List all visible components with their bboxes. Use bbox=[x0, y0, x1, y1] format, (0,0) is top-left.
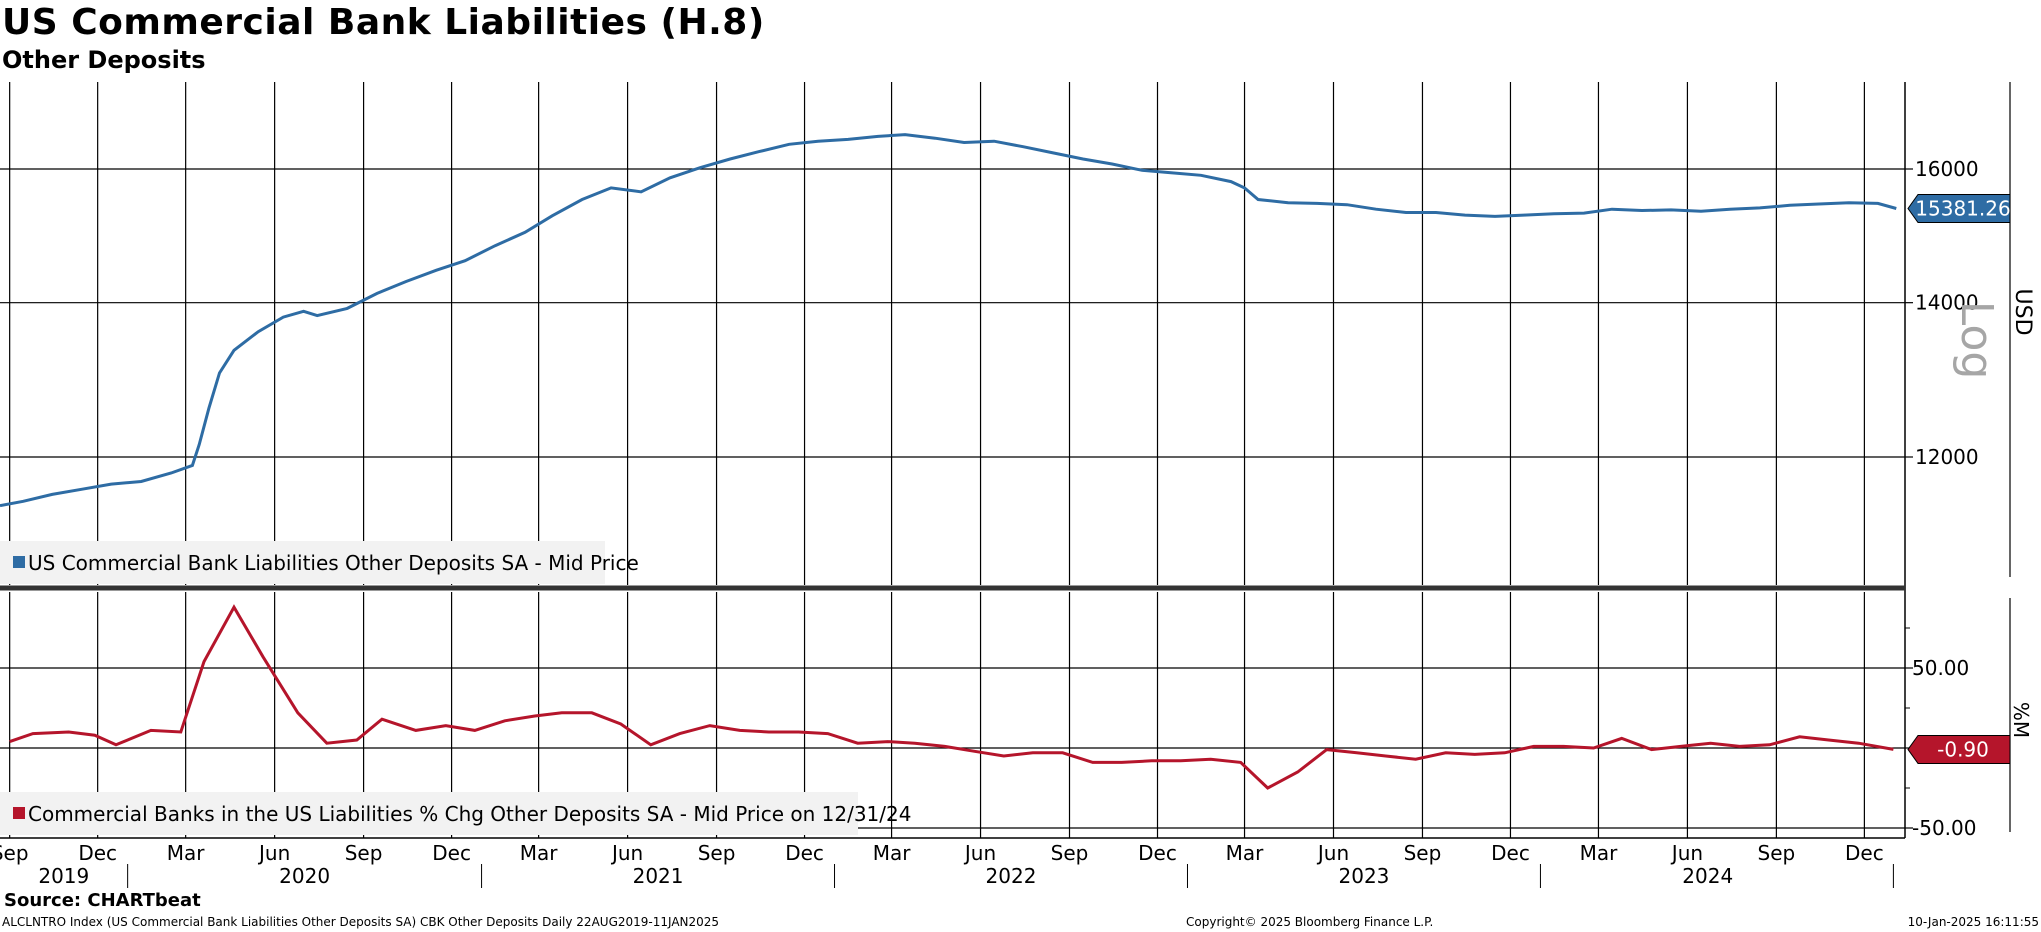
ticker-info: ALCLNTRO Index (US Commercial Bank Liabi… bbox=[2, 915, 720, 929]
x-tick-label: Sep bbox=[698, 841, 736, 865]
axes bbox=[0, 82, 2011, 888]
page-title: US Commercial Bank Liabilities (H.8) bbox=[2, 2, 765, 43]
axis-labels: Sep Dec Mar Jun Sep Dec Mar Jun Sep Dec Mar Jun Sep D… bbox=[0, 157, 2035, 888]
page-subtitle: Other Deposits bbox=[2, 46, 206, 74]
y-tick-label-top: 12000 bbox=[1915, 445, 1979, 469]
x-year-label: 2024 bbox=[1682, 864, 1733, 888]
last-value-tag-top-shape bbox=[1907, 193, 2011, 223]
x-tick-label: Sep bbox=[1051, 841, 1089, 865]
last-value-tag-top-text: 15381.26 bbox=[1915, 196, 2010, 220]
timestamp: 10-Jan-2025 16:11:55 bbox=[1907, 915, 2039, 929]
series-line-pct-change bbox=[9, 604, 1894, 790]
x-year-label: 2022 bbox=[986, 864, 1037, 888]
x-tick-label: Dec bbox=[432, 841, 471, 865]
legend-bottom: Commercial Banks in the US Liabilities %… bbox=[0, 792, 911, 835]
x-tick-label: Mar bbox=[873, 841, 912, 865]
legend-top-swatch bbox=[13, 556, 25, 568]
x-tick-label: Mar bbox=[1226, 841, 1265, 865]
grid-lines bbox=[0, 82, 1905, 838]
log-scale-label: Log bbox=[1951, 301, 2002, 380]
x-tick-label: Dec bbox=[78, 841, 117, 865]
x-tick-label: Jun bbox=[610, 841, 643, 865]
y-tick-label-bottom: -50.00 bbox=[1912, 816, 1976, 840]
x-tick-label: Sep bbox=[1404, 841, 1442, 865]
legends: US Commercial Bank Liabilities Other Dep… bbox=[0, 541, 911, 835]
x-tick-label: Dec bbox=[1138, 841, 1177, 865]
last-value-tag-top: 15381.26 bbox=[1907, 193, 2011, 223]
y-axis-label-top: USD bbox=[2010, 288, 2035, 335]
legend-bottom-background bbox=[0, 792, 858, 835]
x-tick-label: Mar bbox=[1580, 841, 1619, 865]
bottom-panel bbox=[9, 604, 1894, 790]
legend-top: US Commercial Bank Liabilities Other Dep… bbox=[0, 541, 639, 584]
legend-bottom-swatch bbox=[13, 807, 25, 819]
legend-top-label: US Commercial Bank Liabilities Other Dep… bbox=[28, 551, 639, 575]
x-tick-label: Dec bbox=[1845, 841, 1884, 865]
series-line-deposits bbox=[0, 133, 1897, 508]
last-value-tag-bottom-shape bbox=[1907, 734, 2011, 764]
y-tick-label-bottom: 50.00 bbox=[1912, 656, 1969, 680]
x-tick-label: Sep bbox=[1758, 841, 1796, 865]
x-tick-label: Sep bbox=[0, 841, 29, 865]
legend-top-background bbox=[0, 541, 605, 584]
last-value-tag-bottom: -0.90 bbox=[1907, 734, 2011, 764]
x-year-label: 2019 bbox=[38, 864, 89, 888]
y-tick-label-top: 14000 bbox=[1915, 291, 1979, 315]
y-tick-label-top: 16000 bbox=[1915, 157, 1979, 181]
top-panel bbox=[0, 133, 1897, 508]
x-tick-label: Mar bbox=[167, 841, 206, 865]
legend-bottom-label: Commercial Banks in the US Liabilities %… bbox=[28, 802, 911, 826]
x-tick-label: Dec bbox=[1491, 841, 1530, 865]
x-tick-label: Dec bbox=[785, 841, 824, 865]
x-tick-label: Jun bbox=[1316, 841, 1349, 865]
last-value-tag-bottom-text: -0.90 bbox=[1937, 737, 1989, 761]
copyright-note: Copyright© 2025 Bloomberg Finance L.P. bbox=[1186, 915, 1434, 929]
x-tick-label: Mar bbox=[520, 841, 559, 865]
x-tick-label: Jun bbox=[1670, 841, 1703, 865]
x-tick-label: Sep bbox=[345, 841, 383, 865]
x-tick-label: Jun bbox=[257, 841, 290, 865]
y-axis-label-bottom: %M bbox=[2009, 702, 2033, 738]
x-year-label: 2023 bbox=[1339, 864, 1390, 888]
x-year-label: 2020 bbox=[279, 864, 330, 888]
x-year-label: 2021 bbox=[633, 864, 684, 888]
source-note: Source: CHARTbeat bbox=[4, 890, 201, 911]
x-tick-label: Jun bbox=[963, 841, 996, 865]
